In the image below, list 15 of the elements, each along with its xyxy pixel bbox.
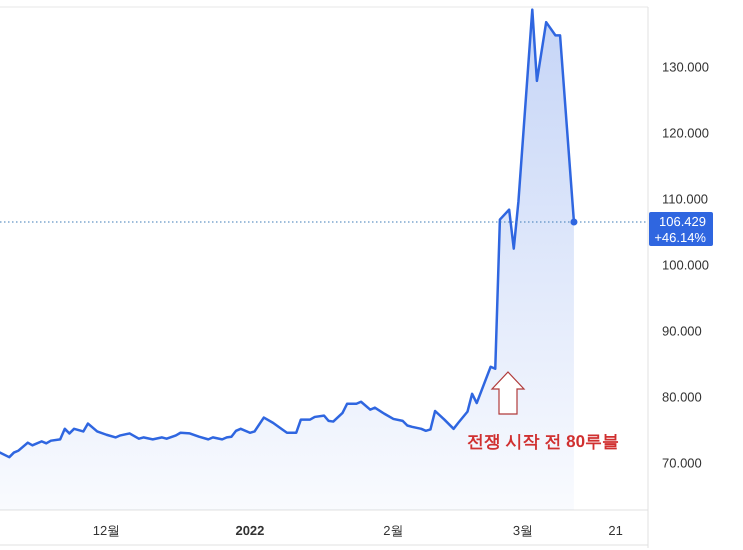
x-tick-label: 2022	[235, 523, 264, 538]
y-tick-label: 100.000	[662, 257, 709, 272]
ref-line-label: 106.429	[659, 214, 706, 230]
y-tick-label: 80.000	[662, 389, 702, 404]
y-tick-label: 130.000	[662, 59, 709, 74]
x-tick-label: 2월	[383, 523, 404, 538]
y-tick-label: 70.000	[662, 455, 702, 470]
x-tick-label: 12월	[92, 523, 120, 538]
text: +46.14%	[654, 230, 706, 246]
x-tick-label: 21	[608, 523, 623, 538]
y-tick-label: 90.000	[662, 323, 702, 338]
x-tick-label: 3월	[512, 523, 534, 538]
y-tick-label: 120.000	[662, 125, 709, 140]
y-tick-label: 110.000	[662, 191, 708, 206]
annotation: 전쟁 시작 전 80루블	[466, 432, 620, 451]
